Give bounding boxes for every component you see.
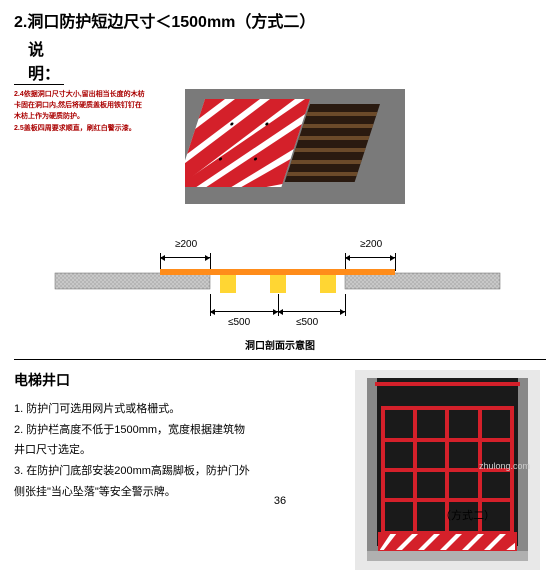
dim-arrow bbox=[345, 257, 395, 258]
cover-board-render bbox=[185, 89, 405, 204]
tick bbox=[210, 294, 211, 316]
note-2: 2.5盖板四周要求顺直，刷红白警示漆。 bbox=[0, 123, 160, 134]
dim-bot-right: ≤500 bbox=[296, 317, 318, 328]
divider bbox=[14, 359, 546, 360]
p1: 1. 防护门可选用网片式或格栅式。 bbox=[14, 400, 324, 419]
cross-section-diagram: ≥200 ≥200 ≤500 ≤500 洞口剖面示意图 bbox=[0, 239, 560, 349]
watermark: zhulong.com bbox=[479, 461, 530, 471]
tick bbox=[345, 294, 346, 316]
dim-bot-left: ≤500 bbox=[228, 317, 250, 328]
section-svg bbox=[0, 265, 560, 315]
subtitle: 说明： bbox=[14, 36, 64, 85]
p3: 3. 在防护门底部安装200mm高踢脚板，防护门外 bbox=[14, 462, 324, 481]
p2: 2. 防护栏高度不低于1500mm，宽度根据建筑物 bbox=[14, 421, 324, 440]
page-number: 36 bbox=[274, 495, 286, 507]
section-caption: 洞口剖面示意图 bbox=[0, 337, 560, 352]
section-title: 2.洞口防护短边尺寸＜1500mm（方式二） bbox=[0, 0, 560, 36]
top-illustration-area: 2.4依据洞口尺寸大小,留出相当长度的木枋卡固在洞口内,然后将硬质盖板用铁钉钉在… bbox=[0, 89, 560, 229]
style-label: （方式二） bbox=[440, 507, 495, 523]
dim-arrow bbox=[278, 311, 345, 312]
dim-top-right: ≥200 bbox=[360, 239, 382, 250]
p2b: 井口尺寸选定。 bbox=[14, 441, 324, 460]
note-1: 2.4依据洞口尺寸大小,留出相当长度的木枋卡固在洞口内,然后将硬质盖板用铁钉钉在… bbox=[0, 89, 160, 123]
tick bbox=[278, 294, 279, 316]
elevator-section: 电梯井口 1. 防护门可选用网片式或格栅式。 2. 防护栏高度不低于1500mm… bbox=[0, 370, 560, 501]
elevator-text: 1. 防护门可选用网片式或格栅式。 2. 防护栏高度不低于1500mm，宽度根据… bbox=[14, 400, 324, 501]
dim-arrow bbox=[160, 257, 210, 258]
dim-top-left: ≥200 bbox=[175, 239, 197, 250]
dim-arrow bbox=[210, 311, 278, 312]
